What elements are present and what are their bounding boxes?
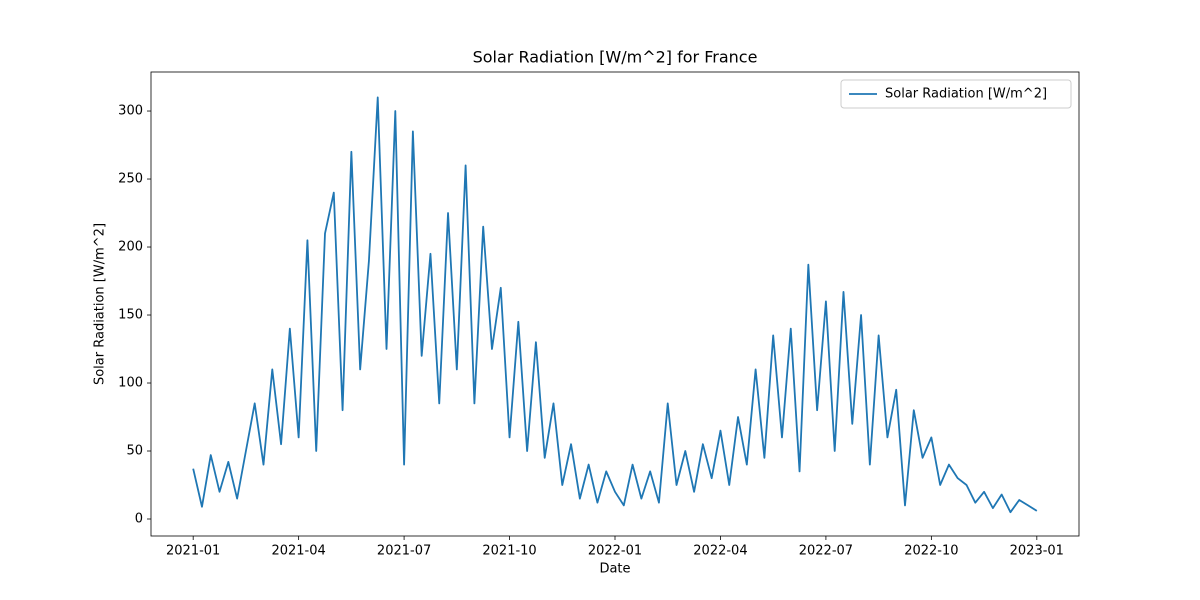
data-line [192, 96, 1038, 514]
x-tick-label: 2022-01 [588, 544, 642, 559]
x-tick-label: 2021-10 [482, 544, 536, 559]
legend-label: Solar Radiation [W/m^2] [885, 87, 1047, 102]
legend-box [840, 79, 1072, 109]
x-axis-label: Date [599, 562, 630, 577]
legend: Solar Radiation [W/m^2] [840, 79, 1072, 109]
plot-frame [150, 71, 1080, 537]
y-tick-label: 150 [118, 308, 143, 323]
y-tick-label: 100 [118, 376, 143, 391]
y-tick-label: 50 [126, 444, 143, 459]
x-tick-label: 2022-07 [799, 544, 853, 559]
y-tick-label: 250 [118, 172, 143, 187]
y-tick-label: 0 [135, 512, 143, 527]
y-axis-label: Solar Radiation [W/m^2] [93, 223, 108, 385]
chart-title: Solar Radiation [W/m^2] for France [473, 48, 758, 67]
x-tick-label: 2022-04 [693, 544, 747, 559]
y-tick-label: 200 [118, 240, 143, 255]
x-tick-label: 2021-07 [377, 544, 431, 559]
x-tick-label: 2021-01 [166, 544, 220, 559]
x-tick-label: 2021-04 [271, 544, 325, 559]
x-tick-label: 2022-10 [904, 544, 958, 559]
x-tick-label: 2023-01 [1010, 544, 1064, 559]
y-tick-label: 300 [118, 104, 143, 119]
